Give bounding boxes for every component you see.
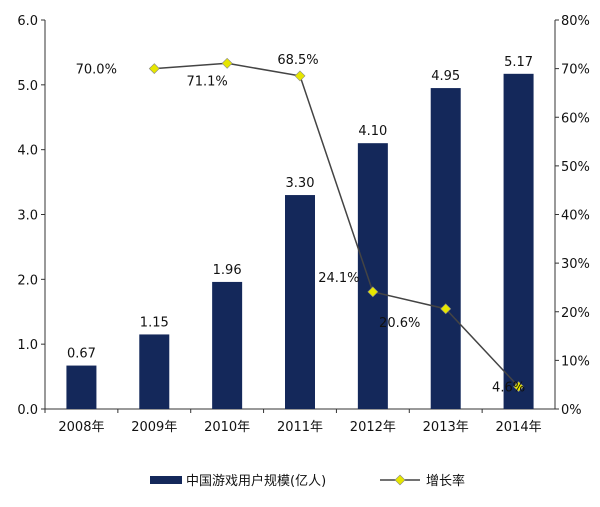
left-tick-label: 2.0: [17, 273, 38, 288]
right-tick-label: 20%: [561, 306, 590, 321]
x-tick-label: 2010年: [204, 420, 250, 435]
bar: [139, 334, 170, 409]
right-tick-label: 0%: [561, 403, 582, 418]
left-tick-label: 0.0: [17, 403, 38, 418]
right-tick-label: 70%: [561, 63, 590, 78]
right-tick-label: 60%: [561, 111, 590, 126]
growth-marker: [513, 381, 524, 393]
bar: [285, 195, 315, 409]
x-tick-label: 2012年: [350, 420, 396, 435]
legend-diamond-marker: [394, 474, 406, 486]
growth-marker: [294, 70, 306, 82]
right-tick-label: 30%: [561, 257, 590, 272]
growth-value-label: 4.6%: [492, 381, 525, 396]
right-tick-label: 10%: [561, 354, 590, 369]
bar: [212, 281, 243, 409]
bar: [66, 365, 97, 409]
x-tick-label: 2009年: [131, 420, 177, 435]
legend-bar-swatch: [150, 476, 182, 484]
legend-bar-label: 中国游戏用户规模(亿人): [186, 473, 326, 489]
axes: 0.0 1.0 2.0 3.0 4.0 5.0 6.0 0% 10% 20% 30% 40% 50% 60…: [17, 14, 590, 435]
bar-value-label: 5.17: [504, 55, 533, 70]
growth-marker: [367, 286, 379, 298]
left-tick-label: 6.0: [17, 14, 38, 29]
growth-marker: [148, 63, 160, 75]
left-tick-label: 1.0: [17, 338, 38, 353]
growth-value-label: 20.6%: [379, 316, 420, 331]
left-tick-label: 3.0: [17, 209, 38, 224]
legend: 中国游戏用户规模(亿人) 增长率: [150, 473, 465, 489]
bar-value-label: 1.15: [140, 315, 169, 330]
left-tick-label: 5.0: [17, 79, 38, 94]
growth-value-label: 68.5%: [277, 53, 318, 68]
bar: [503, 73, 534, 409]
growth-value-label: 70.0%: [76, 63, 117, 78]
bar-value-label: 0.67: [67, 347, 96, 362]
x-tick-label: 2008年: [58, 420, 104, 435]
right-tick-label: 40%: [561, 209, 590, 224]
bar-value-label: 4.10: [358, 124, 387, 139]
growth-marker: [221, 57, 233, 69]
bar-value-label: 1.96: [213, 263, 242, 278]
growth-value-label: 71.1%: [186, 74, 227, 89]
growth-value-label: 24.1%: [318, 271, 359, 286]
bar: [357, 143, 388, 409]
right-tick-label: 50%: [561, 160, 590, 175]
x-tick-label: 2013年: [423, 420, 469, 435]
growth-marker: [440, 303, 452, 315]
bar-value-label: 3.30: [286, 176, 315, 191]
legend-line-label: 增长率: [426, 473, 465, 489]
bars: 0.67 1.15 1.96 3.30 4.10 4.95 5.17: [66, 55, 534, 409]
right-tick-label: 80%: [561, 14, 590, 29]
bar: [430, 88, 461, 409]
x-tick-label: 2014年: [496, 420, 542, 435]
growth-line-path: [154, 62, 520, 388]
growth-line: 70.0% 71.1% 68.5% 24.1% 20.6% 4.6%: [76, 53, 525, 396]
bar-value-label: 4.95: [431, 69, 460, 84]
left-tick-label: 4.0: [17, 144, 38, 159]
x-tick-label: 2011年: [277, 420, 323, 435]
